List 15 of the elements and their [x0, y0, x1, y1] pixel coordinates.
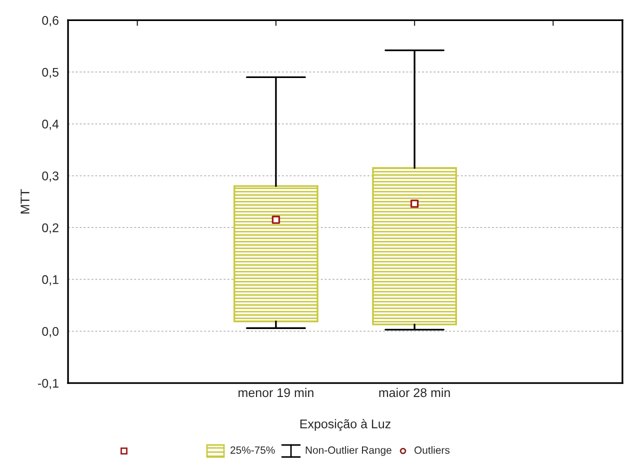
y-tick-label: -0,1: [38, 378, 58, 390]
x-axis-title: Exposição à Luz: [300, 419, 390, 431]
text: 25%-75%: [230, 446, 275, 454]
y-tick-label: 0,4: [42, 120, 59, 130]
x-tick-label: menor 19 min: [238, 388, 314, 398]
x-tick-label: maior 28 min: [379, 388, 450, 398]
y-tick-label: 0,3: [42, 172, 58, 182]
y-tick-label: 0,1: [42, 275, 58, 286]
y-tick-label: 0,0: [42, 327, 59, 338]
text: Non-Outlier Range: [306, 446, 392, 456]
y-tick-label: 0,2: [42, 223, 58, 234]
y-axis-title: MTT: [20, 189, 30, 214]
y-tick-label: 0,6: [42, 16, 58, 26]
y-tick-label: 0,5: [42, 68, 58, 78]
text: Outliers: [414, 446, 450, 454]
